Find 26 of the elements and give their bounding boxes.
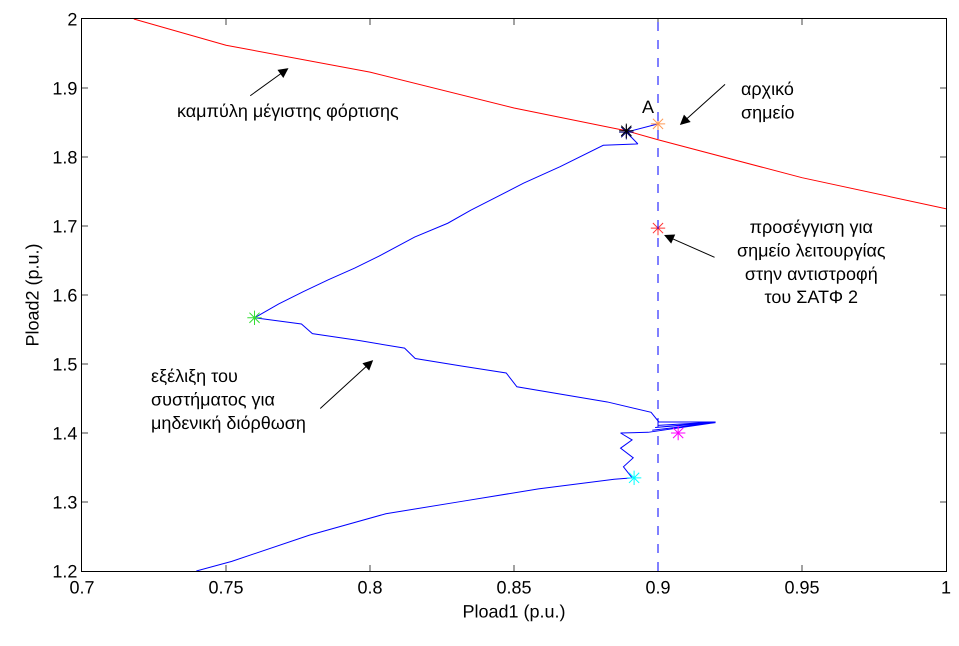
x-tick-label: 0.8: [357, 578, 383, 598]
y-tick-label: 1.3: [52, 492, 78, 512]
x-tick-label: 1: [940, 578, 952, 598]
point: [626, 470, 642, 486]
x-tick-label: 0.85: [496, 578, 532, 598]
x-tick-label: 0.9: [645, 578, 671, 598]
y-tick-label: 2: [67, 9, 78, 30]
point: [650, 116, 666, 132]
y-tick-label: 1.9: [52, 78, 78, 98]
x-tick-label: 0.95: [784, 578, 820, 598]
line-series: [133, 19, 946, 210]
point: [670, 425, 686, 441]
y-tick-label: 1.6: [52, 285, 78, 306]
x-tick-label: 0.75: [208, 578, 244, 598]
point: [246, 310, 262, 326]
annotation: καμπύλη μέγιστης φόρτισης: [177, 101, 400, 121]
x-axis-title: Pload1 (p.u.): [462, 602, 566, 622]
annotation: αρχικό σημείο: [741, 79, 795, 122]
annotation: εξέλιξη του συστήματος για μηδενική διόρθωση: [151, 366, 306, 433]
annotation: A: [642, 97, 654, 117]
y-tick-label: 1.8: [52, 147, 78, 168]
y-tick-label: 1.5: [52, 354, 78, 374]
annotation: προσέγγιση για σημείο λειτουργίας στην αντιστροφή του ΣΑΤΦ 2: [737, 217, 886, 308]
y-axis-title: Pload2 (p.u.): [22, 243, 43, 347]
y-tick-label: 1.7: [52, 216, 78, 236]
y-tick-label: 1.4: [52, 423, 78, 444]
